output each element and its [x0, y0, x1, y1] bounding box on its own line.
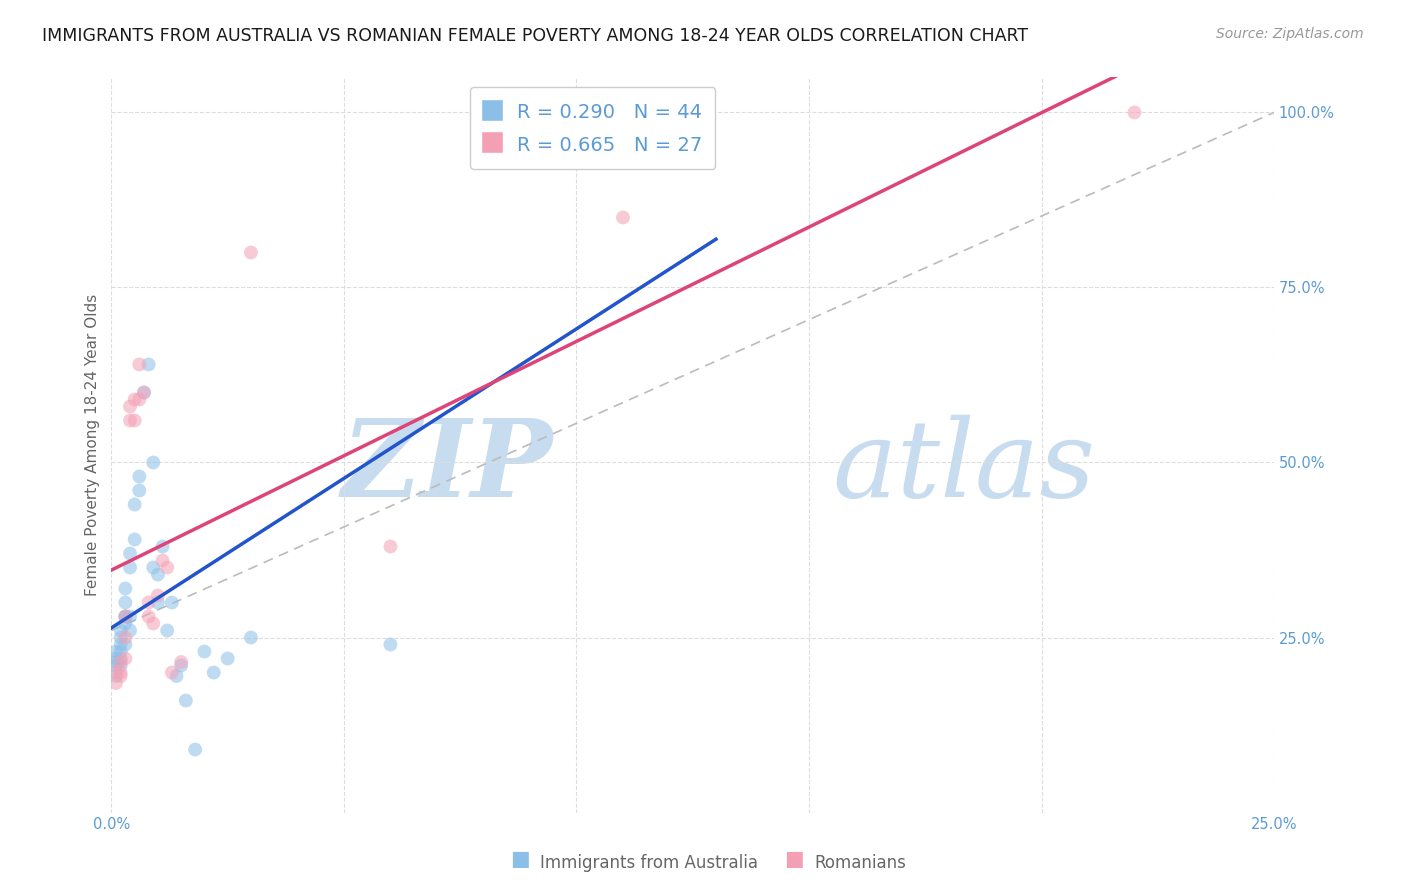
Point — [114, 609, 136, 624]
Point — [138, 358, 160, 372]
Text: Source: ZipAtlas.com: Source: ZipAtlas.com — [1216, 27, 1364, 41]
Point — [105, 669, 128, 683]
Point — [114, 631, 136, 645]
Point — [132, 385, 155, 400]
Point — [170, 658, 193, 673]
Point — [138, 609, 160, 624]
Point — [118, 560, 141, 574]
Point — [114, 616, 136, 631]
Point — [146, 567, 169, 582]
Text: Romanians: Romanians — [814, 855, 905, 872]
Point — [146, 589, 169, 603]
Point — [114, 638, 136, 652]
Point — [217, 651, 239, 665]
Point — [110, 631, 132, 645]
Point — [124, 498, 146, 512]
Point — [118, 547, 141, 561]
Point — [118, 624, 141, 638]
Text: atlas: atlas — [832, 415, 1095, 520]
Point — [156, 560, 179, 574]
Point — [380, 540, 402, 554]
Point — [128, 483, 150, 498]
Point — [105, 644, 128, 658]
Legend: R = 0.290   N = 44, R = 0.665   N = 27: R = 0.290 N = 44, R = 0.665 N = 27 — [470, 87, 716, 169]
Point — [110, 658, 132, 673]
Point — [114, 582, 136, 596]
Point — [156, 624, 179, 638]
Point — [114, 651, 136, 665]
Point — [160, 595, 183, 609]
Point — [184, 742, 207, 756]
Point — [114, 595, 136, 609]
Point — [110, 644, 132, 658]
Point — [142, 455, 165, 469]
Point — [105, 676, 128, 690]
Point — [124, 533, 146, 547]
Text: ■: ■ — [785, 849, 804, 869]
Point — [128, 469, 150, 483]
Point — [152, 540, 174, 554]
Point — [160, 665, 183, 680]
Point — [110, 638, 132, 652]
Text: ZIP: ZIP — [342, 414, 553, 520]
Point — [193, 644, 215, 658]
Point — [132, 385, 155, 400]
Point — [174, 693, 197, 707]
Point — [114, 609, 136, 624]
Text: IMMIGRANTS FROM AUSTRALIA VS ROMANIAN FEMALE POVERTY AMONG 18-24 YEAR OLDS CORRE: IMMIGRANTS FROM AUSTRALIA VS ROMANIAN FE… — [42, 27, 1028, 45]
Point — [138, 595, 160, 609]
Point — [110, 624, 132, 638]
Point — [380, 638, 402, 652]
Point — [146, 595, 169, 609]
Point — [239, 245, 262, 260]
Point — [202, 665, 225, 680]
Point — [152, 553, 174, 567]
Point — [166, 669, 188, 683]
Point — [110, 665, 132, 680]
Text: Immigrants from Australia: Immigrants from Australia — [540, 855, 758, 872]
Y-axis label: Female Poverty Among 18-24 Year Olds: Female Poverty Among 18-24 Year Olds — [86, 293, 100, 596]
Point — [110, 669, 132, 683]
Point — [118, 400, 141, 414]
Text: ■: ■ — [510, 849, 530, 869]
Point — [1123, 105, 1146, 120]
Point — [118, 609, 141, 624]
Point — [110, 655, 132, 669]
Point — [105, 665, 128, 680]
Point — [565, 105, 588, 120]
Point — [128, 392, 150, 407]
Point — [142, 616, 165, 631]
Point — [124, 392, 146, 407]
Point — [239, 631, 262, 645]
Point — [128, 358, 150, 372]
Point — [124, 413, 146, 427]
Point — [105, 651, 128, 665]
Point — [105, 655, 128, 669]
Point — [612, 211, 634, 225]
Point — [105, 658, 128, 673]
Point — [110, 651, 132, 665]
Point — [118, 413, 141, 427]
Point — [142, 560, 165, 574]
Point — [170, 655, 193, 669]
Point — [114, 609, 136, 624]
